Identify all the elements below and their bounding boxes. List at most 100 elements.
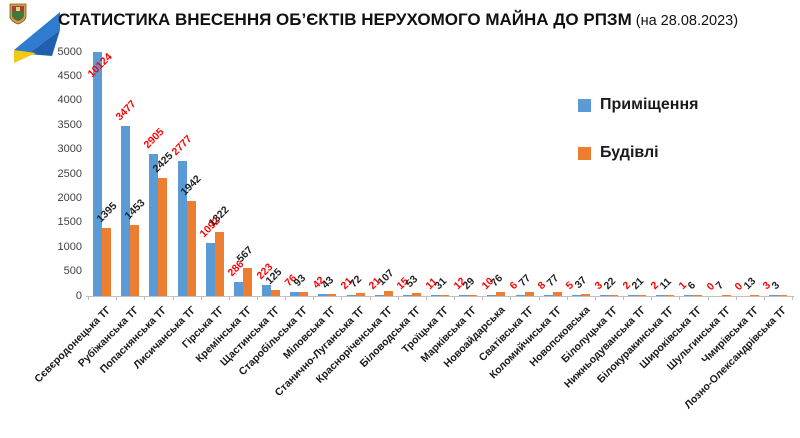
x-axis-tick-mark <box>735 296 737 300</box>
bar-buildings <box>440 294 449 296</box>
plot-area <box>88 52 792 296</box>
bar-buildings <box>749 295 759 296</box>
bar-buildings <box>468 294 478 296</box>
bar-buildings <box>693 295 703 296</box>
x-axis-tick-mark <box>623 296 624 300</box>
bar-premises <box>543 295 553 296</box>
bar-premises <box>233 282 243 296</box>
bar-buildings <box>721 295 731 296</box>
x-axis-tick-mark <box>651 296 653 300</box>
bar-premises <box>684 295 694 296</box>
bar-buildings <box>383 290 393 296</box>
bar-premises <box>205 242 215 296</box>
bar-buildings <box>609 294 618 296</box>
x-axis-tick-mark <box>228 296 230 300</box>
coat-of-arms-icon <box>9 3 27 25</box>
legend-item-buildings: Будівлі <box>578 144 698 162</box>
y-axis-tick-label: 500 <box>63 265 82 278</box>
legend-swatch-premises <box>578 98 591 112</box>
title-suffix: (на 28.08.2023) <box>635 13 739 29</box>
x-axis-tick-mark <box>200 296 202 300</box>
x-axis-tick-mark <box>566 296 568 300</box>
bar-premises <box>93 52 103 296</box>
x-axis-tick-mark <box>538 296 540 300</box>
chart-legend: Приміщення Будівлі <box>578 96 698 192</box>
x-axis-line <box>86 296 794 297</box>
x-axis-tick-mark <box>425 296 427 300</box>
bar-premises <box>656 295 666 296</box>
y-axis-tick-label: 4000 <box>57 94 82 107</box>
bar-premises <box>262 285 271 296</box>
bar-premises <box>628 295 638 296</box>
x-axis-tick-mark <box>763 296 765 300</box>
bar-premises <box>318 294 328 296</box>
y-axis-tick-label: 3500 <box>57 118 82 131</box>
bar-buildings <box>524 292 534 296</box>
bar-buildings <box>299 291 309 296</box>
bar-premises <box>290 292 300 296</box>
luhansk-region-logo <box>6 2 64 64</box>
bar-premises <box>431 295 440 296</box>
bar-buildings <box>411 293 421 296</box>
x-axis-tick-mark <box>679 296 681 300</box>
bar-premises <box>515 295 525 296</box>
legend-label-premises: Приміщення <box>600 96 699 113</box>
bar-buildings <box>665 295 675 296</box>
x-axis-tick-mark <box>397 296 399 300</box>
x-axis-tick-mark <box>285 296 287 300</box>
x-axis-tick-mark <box>88 296 89 300</box>
x-axis-tick-mark <box>144 296 146 300</box>
bar-buildings <box>637 295 647 296</box>
x-axis-tick-mark <box>482 296 484 300</box>
x-axis-tick-mark <box>454 296 456 300</box>
bar-buildings <box>552 292 562 296</box>
x-axis-tick-mark <box>369 296 371 300</box>
x-axis-tick-mark <box>594 296 596 300</box>
bar-premises <box>402 295 412 296</box>
bar-premises <box>600 295 609 296</box>
bar-buildings <box>580 294 590 296</box>
y-axis-tick-label: 2500 <box>57 167 82 180</box>
legend-label-buildings: Будівлі <box>600 144 659 161</box>
bar-buildings <box>102 227 112 296</box>
bar-premises <box>374 295 384 296</box>
bar-buildings <box>242 268 252 296</box>
x-axis-tick-mark <box>313 296 315 300</box>
x-axis-tick-mark <box>510 296 512 300</box>
y-axis-tick-label: 0 <box>75 289 82 302</box>
y-axis-tick-label: 1500 <box>57 216 82 229</box>
bar-premises <box>571 295 581 296</box>
bar-buildings <box>130 225 140 296</box>
bar-buildings <box>271 289 280 296</box>
page-title: СТАТИСТИКА ВНЕСЕННЯ ОБ’ЄКТІВ НЕРУХОМОГО … <box>58 10 796 30</box>
y-axis-tick-label: 1000 <box>57 240 82 253</box>
title-main: СТАТИСТИКА ВНЕСЕННЯ ОБ’ЄКТІВ НЕРУХОМОГО … <box>58 10 632 29</box>
x-axis-tick-mark <box>707 296 709 300</box>
x-axis-tick-mark <box>116 296 118 300</box>
bar-buildings <box>214 231 224 296</box>
y-axis-tick-label: 2000 <box>57 191 82 204</box>
bar-buildings <box>355 292 365 296</box>
y-axis-tick-label: 4500 <box>57 69 82 82</box>
y-axis-tick-label: 3000 <box>57 143 82 156</box>
bar-premises <box>149 154 159 296</box>
x-axis-tick-mark <box>792 296 793 300</box>
bar-buildings <box>186 201 196 296</box>
bar-premises <box>121 126 131 296</box>
bar-premises <box>459 295 469 296</box>
bar-premises <box>487 295 497 296</box>
y-axis-tick-label: 5000 <box>57 45 82 58</box>
x-axis-tick-mark <box>172 296 174 300</box>
x-axis-tick-mark <box>257 296 258 300</box>
bar-buildings <box>496 292 506 296</box>
bar-buildings <box>327 293 337 296</box>
x-axis-tick-mark <box>341 296 343 300</box>
bar-premises <box>768 295 778 296</box>
flag-swoosh-icon <box>9 3 60 63</box>
legend-swatch-buildings <box>578 146 591 160</box>
bar-buildings <box>777 295 787 296</box>
bar-premises <box>346 295 356 296</box>
bar-buildings <box>158 177 168 296</box>
